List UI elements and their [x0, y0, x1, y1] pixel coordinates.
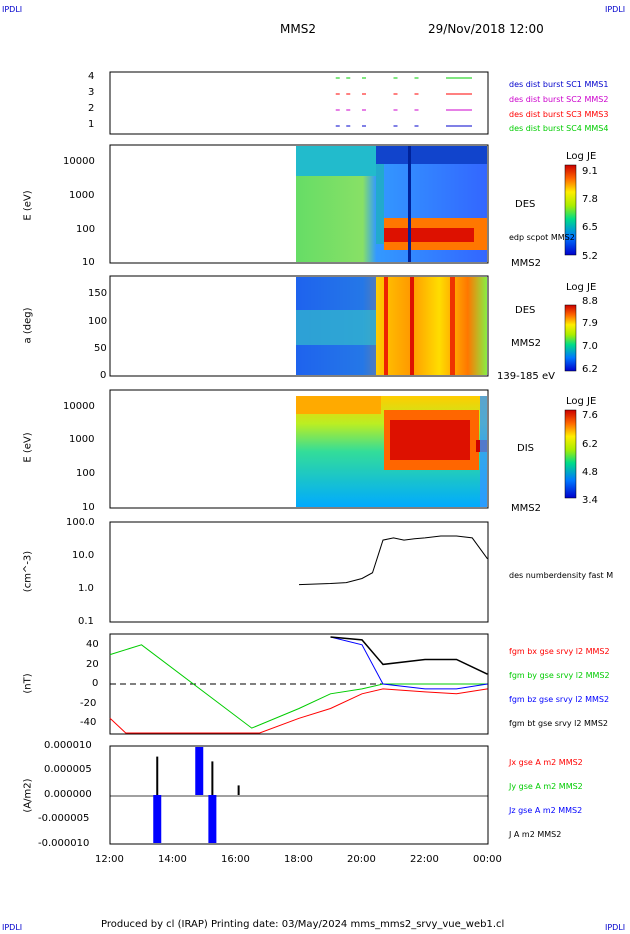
- des-energy-cb-tick: 6.5: [582, 222, 598, 233]
- burst-legend-mms1: des dist burst SC1 MMS1: [509, 80, 609, 89]
- des-pitch-ytick: 0: [100, 370, 107, 381]
- burst-ytick: 2: [88, 103, 95, 114]
- des-pitch-label: DES: [515, 305, 536, 316]
- des-energy-ytick: 10000: [63, 156, 95, 167]
- dis-energy-cb-tick: 6.2: [582, 439, 598, 450]
- des-energy-cb-title: Log JE: [566, 151, 597, 162]
- burst-ytick: 4: [88, 71, 95, 82]
- burst-legend-mms4: des dist burst SC4 MMS4: [509, 124, 609, 133]
- dis-energy-ytick: 1000: [69, 434, 95, 445]
- bfield-ytick: 20: [86, 659, 99, 670]
- des-pitch-cb-tick: 7.0: [582, 341, 598, 352]
- burst-ytick: 1: [88, 119, 95, 130]
- corner-label: IPDLI: [605, 5, 626, 14]
- spacecraft-title: MMS2: [280, 22, 316, 36]
- des-energy-panel-frame: [109, 144, 489, 264]
- dis-energy-spectrogram: [296, 396, 487, 507]
- dis-energy-label: DIS: [517, 443, 534, 454]
- time-tick: 16:00: [221, 854, 250, 865]
- des-pitch-ytick: 100: [88, 316, 108, 327]
- des-pitch-cb-title: Log JE: [566, 282, 597, 293]
- des-pitch-ytick: 50: [94, 343, 107, 354]
- footer-text: Produced by cl (IRAP) Printing date: 03/…: [101, 919, 505, 930]
- des-energy-ytick: 1000: [69, 190, 95, 201]
- burst-ytick: 3: [88, 87, 95, 98]
- des-energy-scpot-label: edp scpot MMS2: [509, 233, 575, 242]
- density-ytick: 1.0: [78, 583, 94, 594]
- dis-energy-cb-tick: 7.6: [582, 410, 598, 421]
- current-panel-frame: [109, 745, 489, 845]
- density-legend: des numberdensity fast M: [509, 571, 614, 580]
- time-tick: 22:00: [410, 854, 439, 865]
- density-ytick: 100.0: [66, 517, 95, 528]
- current-legend-jx: Jx gse A m2 MMS2: [509, 758, 583, 767]
- des-pitch-energy-range: 139-185 eV: [497, 371, 555, 382]
- des-energy-spectrogram: [296, 146, 487, 262]
- time-tick: 00:00: [473, 854, 502, 865]
- current-ytick: -0.000005: [38, 813, 90, 824]
- bfield-legend-bz: fgm bz gse srvy l2 MMS2: [509, 695, 610, 704]
- des-energy-cb-tick: 5.2: [582, 251, 598, 262]
- des-energy-ytick: 10: [82, 257, 95, 268]
- by-series: [109, 644, 488, 729]
- time-tick: 12:00: [95, 854, 124, 865]
- des-energy-cb-tick: 9.1: [582, 166, 598, 177]
- dis-energy-panel-frame: [109, 389, 489, 509]
- corner-label: IPDLI: [2, 5, 23, 14]
- current-legend-jy: Jy gse A m2 MMS2: [509, 782, 583, 791]
- dis-energy-ytick: 10: [82, 502, 95, 513]
- time-tick: 18:00: [284, 854, 313, 865]
- dis-energy-sc-label: MMS2: [511, 503, 541, 514]
- dis-energy-cb-title: Log JE: [566, 396, 597, 407]
- dis-energy-cb-tick: 3.4: [582, 495, 598, 506]
- bfield-legend-bx: fgm bx gse srvy l2 MMS2: [509, 647, 610, 656]
- bfield-ytick: 0: [92, 678, 99, 689]
- dis-energy-ytick: 10000: [63, 401, 95, 412]
- des-energy-sc-label: MMS2: [511, 258, 541, 269]
- current-ytick: 0.000000: [44, 789, 92, 800]
- des-pitch-spectrogram: [296, 277, 487, 375]
- des-energy-label: DES: [515, 199, 536, 210]
- des-pitch-cb-tick: 7.9: [582, 318, 598, 329]
- dis-energy-cb-tick: 4.8: [582, 467, 598, 478]
- burst-panel-frame: [109, 71, 489, 135]
- bfield-ytick: -20: [80, 698, 97, 709]
- datetime-title: 29/Nov/2018 12:00: [428, 22, 544, 36]
- burst-legend-mms3: des dist burst SC3 MMS3: [509, 110, 609, 119]
- des-pitch-sc-label: MMS2: [511, 338, 541, 349]
- colorbars: [564, 164, 577, 499]
- des-energy-cb-tick: 7.8: [582, 194, 598, 205]
- bfield-ytick: 40: [86, 639, 99, 650]
- time-tick: 14:00: [158, 854, 187, 865]
- density-ytick: 0.1: [78, 616, 94, 627]
- bz-series: [330, 636, 488, 690]
- dis-energy-ytick: 100: [76, 468, 96, 479]
- bfield-ytick: -40: [80, 717, 97, 728]
- density-panel-frame: [109, 521, 489, 623]
- bx-series: [109, 688, 488, 734]
- bfield-legend-bt: fgm bt gse srvy l2 MMS2: [509, 719, 608, 728]
- bfield-legend-by: fgm by gse srvy l2 MMS2: [509, 671, 610, 680]
- current-legend-j: J A m2 MMS2: [509, 830, 562, 839]
- current-ytick: -0.000010: [38, 838, 90, 849]
- corner-label: IPDLI: [605, 923, 626, 932]
- bt-series: [330, 636, 488, 675]
- current-legend-jz: Jz gse A m2 MMS2: [509, 806, 583, 815]
- current-ytick: 0.000010: [44, 740, 92, 751]
- des-energy-ytick: 100: [76, 224, 96, 235]
- density-series: [298, 535, 488, 586]
- current-ytick: 0.000005: [44, 764, 92, 775]
- des-pitch-cb-tick: 8.8: [582, 296, 598, 307]
- corner-label: IPDLI: [2, 923, 23, 932]
- density-ytick: 10.0: [72, 550, 95, 561]
- des-pitch-cb-tick: 6.2: [582, 364, 598, 375]
- des-pitch-ytick: 150: [88, 288, 108, 299]
- time-tick: 20:00: [347, 854, 376, 865]
- des-pitch-panel-frame: [109, 275, 489, 377]
- burst-legend-mms2: des dist burst SC2 MMS2: [509, 95, 609, 104]
